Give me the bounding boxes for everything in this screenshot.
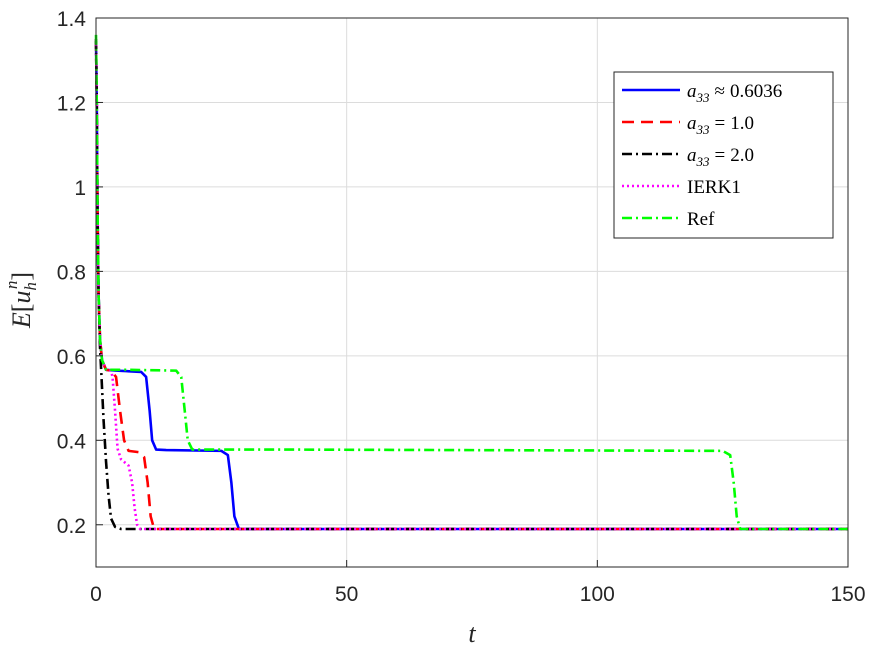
y-label-sup: n [2, 281, 21, 290]
legend-val-2: 2.0 [730, 145, 754, 166]
series-line-2 [94, 39, 848, 531]
x-axis-label: t [468, 619, 476, 648]
legend-var-2: a [687, 145, 697, 166]
legend-label-2: a33 = 2.0 [687, 145, 754, 169]
legend-rel-0: ≈ [715, 81, 725, 102]
x-tick-label-2: 100 [580, 583, 615, 606]
legend-label-4: Ref [687, 209, 715, 230]
y-label-var: u [7, 291, 36, 304]
y-label-close: ] [7, 272, 36, 281]
y-label-open: [ [7, 304, 36, 313]
legend-rel-1: = [715, 113, 726, 134]
y-tick-label-5: 1.2 [57, 92, 86, 115]
legend-label-1: a33 = 1.0 [687, 113, 754, 137]
legend-var-1: a [687, 113, 697, 134]
legend-rel-2: = [715, 145, 726, 166]
legend-val-4: Ref [687, 209, 715, 230]
x-tick-label-3: 150 [830, 583, 865, 606]
y-label-base: E [7, 312, 36, 329]
y-tick-label-1: 0.4 [57, 430, 87, 453]
y-tick-label-4: 1 [74, 177, 86, 200]
series-line-4 [94, 34, 848, 531]
y-tick-label-3: 0.8 [57, 261, 86, 284]
y-axis-label: E[uhn] [2, 272, 40, 329]
y-tick-label-0: 0.2 [57, 515, 86, 538]
y-label-sub: h [21, 282, 40, 291]
legend-sub-2: 33 [696, 154, 711, 169]
x-axis-ticks: 0 50 100 150 [90, 560, 866, 606]
legend-var-0: a [687, 81, 697, 102]
series-line-3 [94, 39, 848, 531]
plot-frame [95, 17, 849, 568]
series-line-1 [94, 39, 848, 531]
y-axis-ticks: 0.2 0.4 0.6 0.8 1 1.2 1.4 [57, 8, 103, 538]
series-lines [94, 34, 848, 531]
legend-val-1: 1.0 [730, 113, 754, 134]
x-tick-label-0: 0 [90, 583, 102, 606]
y-tick-label-6: 1.4 [57, 8, 87, 31]
x-tick-label-1: 50 [335, 583, 358, 606]
y-tick-label-2: 0.6 [57, 346, 86, 369]
legend-label-0: a33 ≈0.6036 [687, 81, 782, 105]
legend-sub-0: 33 [696, 90, 711, 105]
legend-sub-1: 33 [696, 122, 711, 137]
legend-val-3: IERK1 [687, 177, 741, 198]
legend-label-3: IERK1 [687, 177, 741, 198]
legend-val-0: 0.6036 [730, 81, 782, 102]
